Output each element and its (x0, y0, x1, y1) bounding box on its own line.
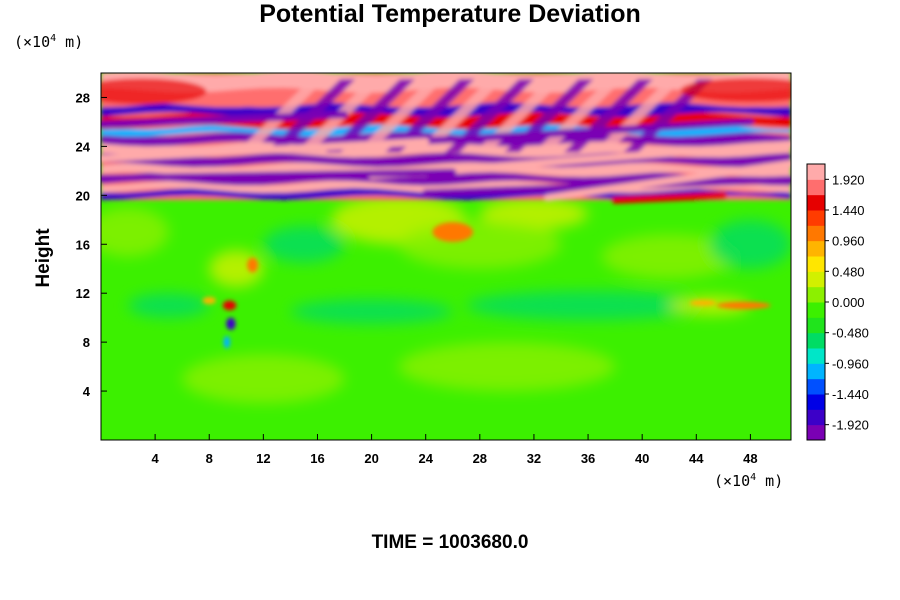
field-patch (601, 234, 737, 279)
y-tick-label: 28 (76, 90, 90, 105)
x-tick-label: 40 (635, 451, 649, 466)
field-wave-streak (414, 79, 505, 153)
x-tick-label: 4 (152, 451, 160, 466)
field-patch (398, 342, 616, 392)
field-wave-streak (355, 79, 445, 153)
field-spot (247, 257, 258, 273)
field-patch (128, 293, 210, 318)
colorbar-swatch (807, 378, 825, 395)
field-hot-patch (680, 78, 791, 103)
field-spot (716, 301, 771, 310)
field-spot (226, 317, 236, 330)
x-tick-label: 20 (364, 451, 378, 466)
colorbar-label: -1.440 (832, 387, 869, 402)
colorbar-swatch (807, 302, 825, 318)
field-hot-patch (101, 78, 207, 105)
field-streak (101, 138, 430, 163)
colorbar-label: 1.440 (832, 203, 865, 218)
colorbar-label: 1.920 (832, 172, 865, 187)
y-axis-ticks: 4 8 12 16 20 24 28 (76, 90, 107, 399)
x-tick-label: 32 (527, 451, 541, 466)
chart-title: Potential Temperature Deviation (259, 0, 641, 28)
field-wave-streak (593, 79, 683, 153)
field-band (101, 172, 791, 186)
heatmap-field (101, 73, 791, 440)
x-tick-label: 36 (581, 451, 595, 466)
y-tick-label: 24 (76, 139, 91, 154)
colorbar-swatch (807, 424, 825, 441)
colorbar-label: 0.000 (832, 295, 865, 310)
colorbar-swatch (807, 225, 825, 242)
y-tick-label: 8 (83, 335, 90, 350)
field-spot (432, 222, 474, 242)
field-band (101, 73, 791, 93)
field-spot (223, 336, 231, 349)
field-wave-streak (325, 79, 415, 153)
field-patch (263, 225, 345, 263)
y-tick-label: 4 (83, 384, 91, 399)
y-tick-label: 20 (76, 188, 90, 203)
y-tick-label: 16 (76, 237, 90, 252)
field-spot (202, 296, 216, 305)
field-wave-streak (623, 79, 713, 153)
x-axis-ticks: 4 8 12 16 20 24 28 32 36 40 44 48 (152, 434, 758, 466)
x-tick-label: 8 (206, 451, 213, 466)
field-wave-streak (444, 79, 534, 153)
field-patch (101, 207, 169, 257)
field-patch (709, 219, 791, 269)
field-streak (611, 191, 727, 204)
field-patch (182, 354, 345, 404)
colorbar-swatch (807, 256, 825, 272)
field-upper-bands (101, 73, 791, 204)
colorbar-swatch (807, 348, 825, 364)
field-lower-layer (101, 195, 791, 404)
x-tick-label: 44 (689, 451, 704, 466)
colorbar-swatch (807, 210, 825, 226)
plot-frame (100, 72, 792, 441)
colorbar-label: 0.960 (832, 234, 865, 249)
colorbar-label: 0.480 (832, 264, 865, 279)
y-axis-unit: (×104 m) (14, 33, 84, 51)
field-patch (398, 219, 561, 269)
x-axis-unit: (×104 m) (714, 472, 784, 490)
field-spots (202, 222, 771, 349)
y-tick-label: 12 (76, 286, 90, 301)
x-tick-label: 16 (310, 451, 324, 466)
colorbar-label: -1.920 (832, 418, 869, 433)
colorbar-swatch (807, 194, 825, 211)
field-patch (290, 299, 453, 324)
x-tick-label: 12 (256, 451, 270, 466)
colorbar-swatch (807, 164, 825, 180)
colorbar-label: -0.480 (832, 326, 869, 341)
colorbar-swatch (807, 363, 825, 380)
colorbar-swatch (807, 179, 825, 196)
colorbar-label: -0.960 (832, 356, 869, 371)
colorbar-swatch (807, 394, 825, 410)
field-streak (101, 168, 457, 182)
field-streak (101, 111, 349, 128)
colorbar-swatch (807, 240, 825, 257)
x-tick-label: 28 (473, 451, 487, 466)
colorbar-swatch (807, 271, 825, 288)
x-tick-label: 24 (418, 451, 433, 466)
field-wave-streak (385, 79, 475, 153)
time-label: TIME = 1003680.0 (371, 532, 529, 553)
field-spot (689, 299, 717, 307)
colorbar-swatch (807, 409, 825, 426)
colorbar-swatch (807, 286, 825, 303)
field-streak (543, 160, 791, 202)
field-patch (466, 290, 710, 321)
colorbar: 1.920 1.440 0.960 0.480 0.000 -0.480 -0.960 -1.… (806, 163, 869, 441)
colorbar-swatch (807, 332, 825, 349)
x-tick-label: 48 (743, 451, 757, 466)
colorbar-swatch (807, 317, 825, 334)
field-spot (222, 300, 237, 311)
